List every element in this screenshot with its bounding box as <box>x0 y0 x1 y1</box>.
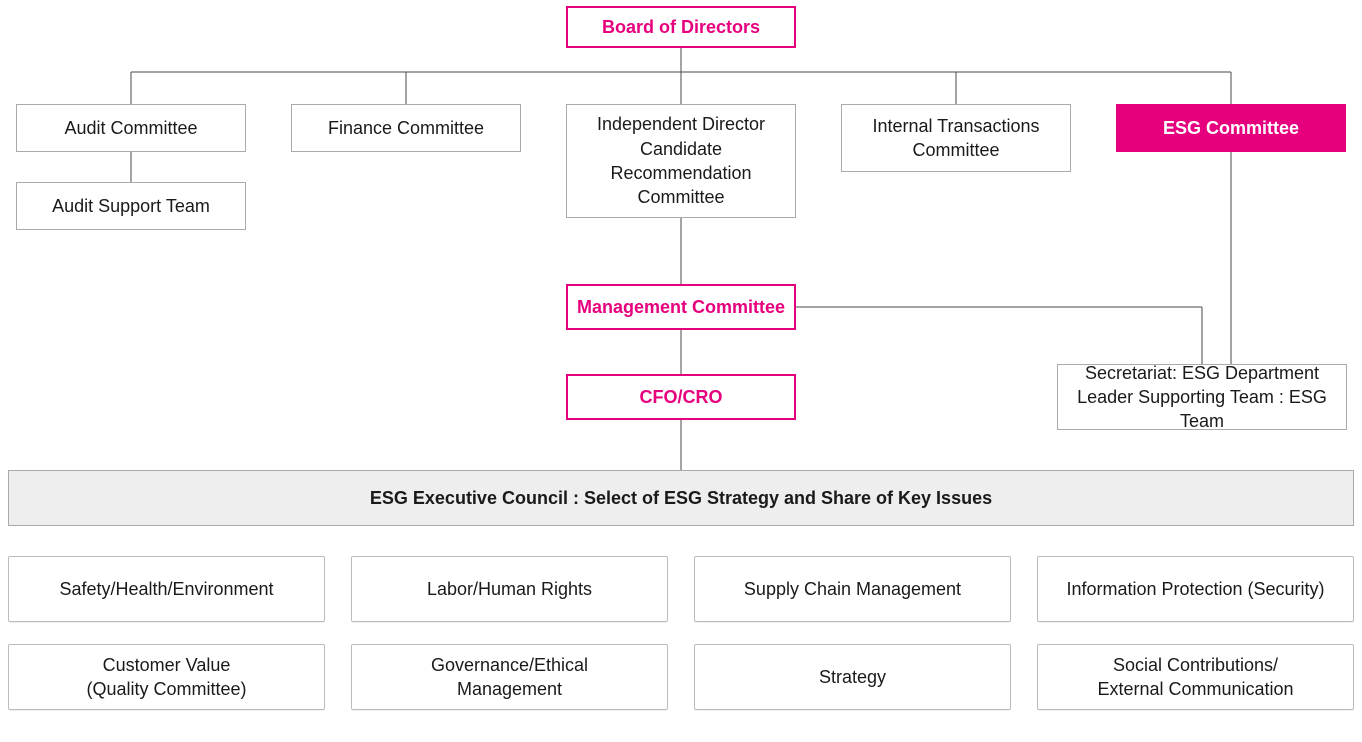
node-board-of-directors: Board of Directors <box>566 6 796 48</box>
area-information-protection: Information Protection (Security) <box>1037 556 1354 622</box>
area-customer-value: Customer Value(Quality Committee) <box>8 644 325 710</box>
node-finance-committee: Finance Committee <box>291 104 521 152</box>
area-governance-ethical: Governance/EthicalManagement <box>351 644 668 710</box>
area-supply-chain-management: Supply Chain Management <box>694 556 1011 622</box>
node-management-committee: Management Committee <box>566 284 796 330</box>
node-audit-committee: Audit Committee <box>16 104 246 152</box>
node-esg-executive-council: ESG Executive Council : Select of ESG St… <box>8 470 1354 526</box>
area-labor-human-rights: Labor/Human Rights <box>351 556 668 622</box>
area-strategy: Strategy <box>694 644 1011 710</box>
area-safety-health-environment: Safety/Health/Environment <box>8 556 325 622</box>
node-independent-director-committee: Independent Director Candidate Recommend… <box>566 104 796 218</box>
area-social-contributions: Social Contributions/External Communicat… <box>1037 644 1354 710</box>
node-secretariat: Secretariat: ESG Department Leader Suppo… <box>1057 364 1347 430</box>
node-audit-support-team: Audit Support Team <box>16 182 246 230</box>
node-cfo-cro: CFO/CRO <box>566 374 796 420</box>
node-internal-transactions-committee: Internal Transactions Committee <box>841 104 1071 172</box>
node-esg-committee: ESG Committee <box>1116 104 1346 152</box>
